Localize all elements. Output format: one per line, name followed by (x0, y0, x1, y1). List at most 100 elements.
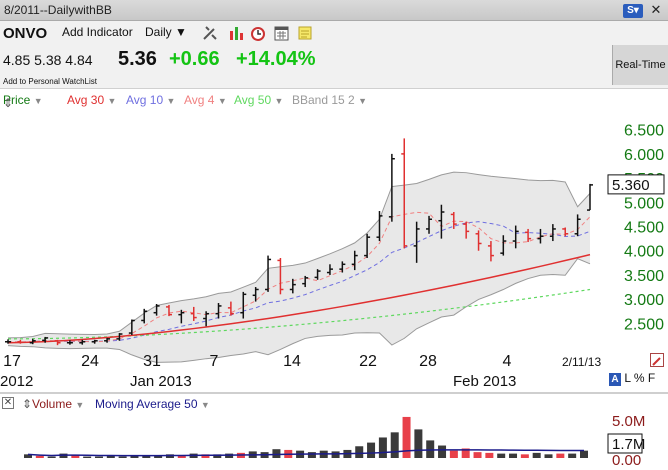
volume-bar (378, 437, 387, 458)
volume-tick-label: 5.0M (612, 413, 645, 430)
panel-divider[interactable] (0, 392, 668, 394)
price-bar (29, 338, 36, 345)
y-tick-label: 4.500 (624, 220, 664, 237)
y-tick-label: 4.000 (624, 244, 664, 261)
price-bar (252, 287, 259, 302)
volume-tick-label: 0.00 (612, 452, 641, 469)
close-panel-icon[interactable]: ✕ (2, 397, 14, 409)
scale-options[interactable]: A L % F (609, 371, 655, 386)
indicator-legend: ⇕ Price ▼ Avg 30 ▼ Avg 10 ▼ Avg 4 ▼ Avg … (0, 90, 668, 110)
calendar-icon[interactable] (274, 25, 290, 41)
title-bar: 8/2011--DailywithBB S▾ ✕ (0, 0, 668, 21)
price-bar (587, 183, 593, 211)
x-tick-label: 24 (81, 353, 99, 370)
legend-ma50[interactable]: Moving Average 50 ▼ (95, 397, 210, 411)
price-bar (227, 301, 234, 316)
chevron-down-icon: ▼ (274, 96, 284, 106)
legend-ma50-label: Moving Average 50 (95, 397, 198, 411)
legend-price[interactable]: ⇕ Price ▼ (3, 93, 43, 110)
x-tick-label: 4 (503, 353, 512, 370)
legend-avg4[interactable]: Avg 4 ▼ (184, 93, 227, 107)
pencil-icon[interactable] (650, 353, 664, 367)
legend-avg10[interactable]: Avg 10 ▼ (126, 93, 175, 107)
volume-legend: ✕ ⇕ Volume ▼ Moving Average 50 ▼ (0, 394, 668, 414)
price-bar (54, 339, 61, 346)
price-bar (438, 204, 445, 239)
y-tick-label: 3.000 (624, 292, 664, 309)
volume-bar (438, 445, 447, 458)
price-bar (549, 224, 556, 242)
updown-icon[interactable]: ⇕ (22, 397, 33, 411)
price-bar (128, 319, 135, 335)
volume-bar (414, 429, 423, 458)
x-tick-label: 31 (143, 353, 161, 370)
volume-bar (580, 450, 588, 458)
price-bar (104, 337, 111, 343)
volume-bar (426, 440, 435, 458)
volume-bar (532, 452, 541, 458)
legend-bband[interactable]: BBand 15 2 ▼ (292, 93, 367, 107)
volume-bar (449, 450, 458, 458)
legend-price-label: Price (3, 93, 31, 107)
volume-bar (130, 455, 139, 458)
price-bar (326, 264, 333, 275)
avg50-line (7, 288, 591, 340)
price-bar (165, 304, 172, 317)
price-bar (17, 339, 24, 344)
price-bar (500, 235, 507, 256)
y-tick-label: 6.000 (624, 147, 664, 164)
legend-volume[interactable]: Volume ▼ (32, 397, 84, 411)
price-bar (265, 255, 272, 292)
add-to-watchlist-link[interactable]: Add to Personal WatchList (3, 77, 97, 86)
price-bar (475, 230, 482, 251)
notes-icon[interactable] (297, 25, 313, 41)
low-value: 4.84 (65, 52, 93, 68)
legend-avg4-label: Avg 4 (184, 93, 215, 107)
volume-ma-line (27, 449, 585, 457)
volume-bar (355, 446, 364, 458)
price-bar (116, 333, 123, 341)
volume-bar (331, 451, 340, 458)
price-bar (562, 227, 569, 237)
real-time-button[interactable]: Real-Time (612, 45, 668, 85)
price-bar (66, 340, 73, 345)
price-bar (178, 309, 185, 324)
price-bar (351, 250, 358, 271)
price-chart[interactable]: 6.5006.0005.5005.0004.5004.0003.5003.000… (0, 110, 668, 392)
volume-bar (213, 454, 222, 458)
volume-bar (83, 456, 92, 458)
volume-bar (402, 416, 411, 458)
y-tick-label: 2.500 (624, 316, 664, 333)
x-month-label: Jan 2013 (130, 373, 192, 390)
legend-avg10-label: Avg 10 (126, 93, 164, 107)
volume-bar (201, 454, 210, 458)
tools-icon[interactable] (202, 25, 218, 41)
bar-chart-icon[interactable] (228, 25, 244, 41)
chevron-down-icon: ▼ (217, 96, 227, 106)
volume-chart[interactable]: 5.0M 0.001.7M (0, 410, 668, 470)
price-change: +0.66 (169, 48, 220, 70)
price-bar (314, 269, 321, 280)
volume-bar (544, 454, 553, 458)
auto-scale-icon[interactable]: A (609, 373, 621, 386)
chevron-down-icon: ▼ (200, 400, 210, 410)
add-indicator-button[interactable]: Add Indicator (62, 25, 133, 39)
alarm-clock-icon[interactable] (250, 25, 266, 41)
price-bar (5, 339, 11, 344)
volume-bar (497, 453, 506, 458)
period-dropdown[interactable]: Daily ▼ (145, 25, 187, 39)
x-tick-label: 28 (419, 353, 437, 370)
legend-avg30[interactable]: Avg 30 ▼ (67, 93, 116, 107)
close-icon[interactable]: ✕ (650, 2, 662, 17)
symbol-label[interactable]: ONVO (3, 25, 48, 42)
price-bar (289, 278, 296, 294)
price-bar (537, 228, 544, 244)
s-menu-icon[interactable]: S▾ (623, 4, 643, 18)
price-bar (463, 221, 470, 239)
price-bar (277, 258, 284, 295)
legend-avg50[interactable]: Avg 50 ▼ (234, 93, 283, 107)
price-bar (79, 339, 86, 345)
volume-bar (307, 452, 316, 458)
price-bar (42, 336, 49, 343)
price-bar (525, 228, 532, 243)
